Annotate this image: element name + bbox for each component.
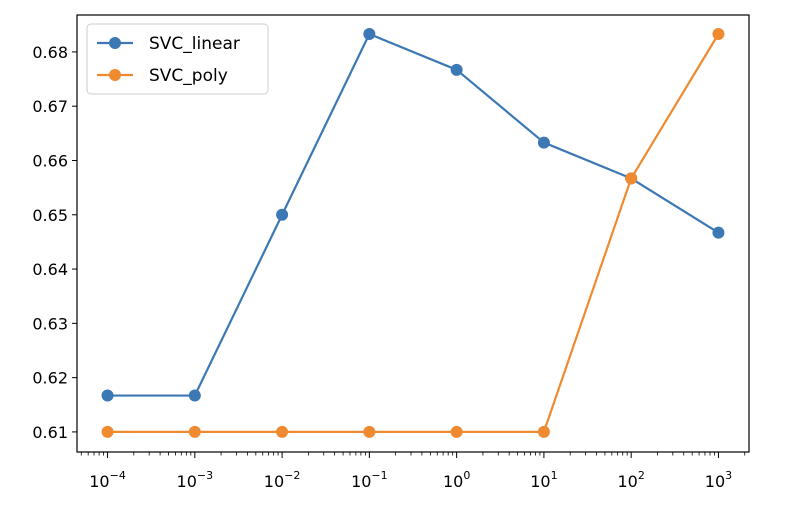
x-tick-base: 10 bbox=[351, 472, 371, 491]
data-point-SVC_linear bbox=[276, 208, 289, 221]
x-tick-base: 10 bbox=[618, 472, 638, 491]
x-tick-base: 10 bbox=[705, 472, 725, 491]
data-point-SVC_poly bbox=[712, 28, 725, 40]
data-point-SVC_poly bbox=[537, 425, 550, 438]
y-tick-label: 0.63 bbox=[32, 314, 68, 333]
y-tick-label: 0.66 bbox=[32, 151, 68, 170]
data-point-SVC_poly bbox=[101, 425, 114, 438]
legend-marker bbox=[109, 37, 121, 49]
y-tick-label: 0.65 bbox=[32, 206, 68, 225]
x-tick-exponent: −2 bbox=[284, 469, 300, 482]
x-tick-base: 10 bbox=[530, 472, 550, 491]
data-point-SVC_poly bbox=[363, 425, 376, 438]
x-tick-label: 10−3 bbox=[177, 469, 214, 491]
x-tick-base: 10 bbox=[177, 472, 197, 491]
legend-label: SVC_poly bbox=[149, 66, 228, 86]
data-point-SVC_linear bbox=[363, 28, 376, 40]
y-tick-label: 0.67 bbox=[32, 97, 68, 116]
x-tick-exponent: 2 bbox=[638, 469, 645, 482]
legend-marker bbox=[109, 69, 121, 81]
series-line-SVC_linear bbox=[107, 32, 720, 397]
y-tick-label: 0.64 bbox=[32, 260, 68, 279]
x-tick-exponent: −3 bbox=[197, 469, 213, 482]
data-point-SVC_linear bbox=[101, 389, 114, 402]
y-tick-label: 0.61 bbox=[32, 423, 68, 442]
x-tick-label: 10−4 bbox=[89, 469, 126, 491]
data-point-SVC_poly bbox=[625, 172, 638, 185]
y-tick-label: 0.62 bbox=[32, 369, 68, 388]
x-tick-label: 102 bbox=[618, 469, 645, 491]
x-tick-exponent: 3 bbox=[725, 469, 732, 482]
x-tick-label: 101 bbox=[530, 469, 557, 491]
x-tick-label: 103 bbox=[705, 469, 732, 491]
plot-area bbox=[101, 28, 725, 438]
x-tick-base: 10 bbox=[89, 472, 109, 491]
legend: SVC_linear SVC_poly bbox=[86, 23, 269, 95]
x-tick-exponent: −1 bbox=[371, 469, 387, 482]
data-point-SVC_linear bbox=[537, 136, 550, 149]
data-point-SVC_linear bbox=[188, 389, 201, 402]
x-tick-exponent: −4 bbox=[110, 469, 126, 482]
data-point-SVC_poly bbox=[450, 425, 463, 438]
x-tick-exponent: 1 bbox=[551, 469, 558, 482]
data-point-SVC_poly bbox=[276, 425, 289, 438]
y-tick-label: 0.68 bbox=[32, 43, 68, 62]
x-tick-label: 100 bbox=[443, 469, 470, 491]
x-tick-label: 10−2 bbox=[264, 469, 301, 491]
data-point-SVC_linear bbox=[450, 63, 463, 76]
legend-label: SVC_linear bbox=[149, 34, 240, 54]
legend-box bbox=[86, 23, 269, 95]
x-tick-base: 10 bbox=[443, 472, 463, 491]
data-point-SVC_poly bbox=[188, 425, 201, 438]
series-line-SVC_poly bbox=[107, 33, 720, 434]
x-tick-label: 10−1 bbox=[351, 469, 388, 491]
x-tick-base: 10 bbox=[264, 472, 284, 491]
plot-frame bbox=[76, 14, 750, 453]
x-tick-exponent: 0 bbox=[463, 469, 470, 482]
data-point-SVC_linear bbox=[712, 226, 725, 239]
